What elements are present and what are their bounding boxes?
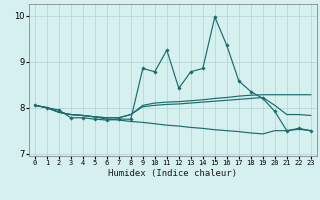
X-axis label: Humidex (Indice chaleur): Humidex (Indice chaleur) xyxy=(108,169,237,178)
